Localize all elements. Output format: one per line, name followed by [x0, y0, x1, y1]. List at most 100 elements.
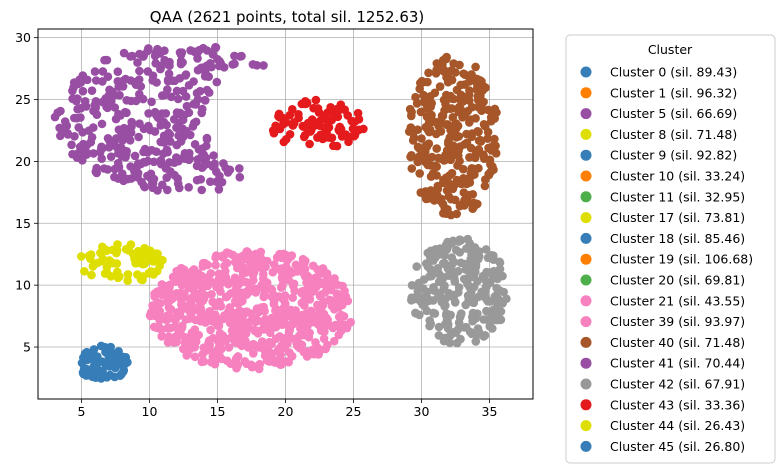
data-point: [153, 44, 162, 54]
data-point: [267, 292, 277, 302]
data-point: [155, 307, 165, 316]
data-point: [485, 278, 495, 288]
data-point: [151, 110, 161, 120]
data-point: [426, 172, 436, 181]
data-point: [289, 119, 299, 128]
x-tick-label: 15: [210, 404, 226, 419]
data-point: [242, 359, 251, 369]
data-point: [240, 322, 250, 331]
data-point: [431, 253, 440, 262]
data-point: [465, 77, 474, 86]
data-point: [199, 357, 209, 366]
data-point: [209, 151, 218, 160]
data-point: [97, 154, 106, 163]
data-point: [319, 319, 328, 328]
legend-label: Cluster 41 (sil. 70.44): [610, 356, 745, 371]
data-point: [162, 173, 171, 182]
data-point: [244, 278, 253, 288]
data-point: [110, 164, 120, 174]
data-point: [421, 187, 430, 196]
data-point: [186, 130, 195, 140]
data-point: [430, 309, 440, 318]
data-point: [116, 111, 125, 120]
data-point: [246, 255, 255, 264]
data-point: [489, 266, 499, 276]
data-point: [230, 59, 239, 69]
data-point: [498, 271, 507, 281]
legend-entries: Cluster 0 (sil. 89.43) Cluster 1 (sil. 96…: [580, 65, 753, 454]
data-point: [492, 108, 501, 117]
data-point: [119, 48, 129, 58]
data-point: [173, 94, 183, 104]
data-point: [248, 60, 258, 69]
data-point: [451, 68, 460, 77]
data-point: [460, 201, 469, 210]
data-point: [184, 183, 193, 192]
legend-marker: [580, 87, 592, 99]
data-point: [106, 152, 116, 161]
data-point: [259, 61, 268, 70]
data-point: [210, 162, 219, 171]
data-point: [267, 339, 277, 349]
legend-entry: Cluster 9 (sil. 92.82): [580, 148, 737, 163]
data-point: [196, 311, 206, 320]
data-point: [134, 75, 144, 84]
data-point: [300, 272, 310, 281]
data-point: [432, 162, 442, 171]
data-point: [297, 99, 307, 109]
legend-label: Cluster 19 (sil. 106.68): [610, 252, 753, 267]
data-point: [251, 317, 260, 327]
data-point: [445, 291, 454, 301]
data-point: [83, 148, 92, 158]
data-point: [97, 119, 107, 129]
data-point: [340, 296, 349, 306]
data-point: [454, 288, 463, 297]
data-point: [438, 111, 448, 121]
data-point: [197, 152, 206, 162]
data-point: [179, 293, 189, 302]
data-point: [459, 69, 468, 78]
data-point: [222, 292, 232, 301]
x-tick-label: 20: [278, 404, 294, 419]
data-point: [175, 48, 185, 57]
data-point: [314, 350, 323, 359]
data-point: [77, 252, 86, 261]
data-point: [72, 94, 82, 103]
data-point: [422, 259, 431, 268]
data-point: [333, 280, 342, 290]
data-point: [469, 272, 479, 281]
data-point: [294, 110, 303, 119]
data-point: [180, 110, 189, 120]
data-point: [348, 131, 358, 141]
data-point: [115, 371, 125, 381]
y-tick-label: 25: [15, 92, 31, 107]
data-point: [423, 112, 433, 122]
data-point: [135, 119, 144, 128]
data-point: [196, 175, 206, 184]
data-point: [131, 96, 141, 106]
data-point: [144, 109, 153, 118]
data-point: [442, 120, 451, 129]
data-point: [81, 354, 91, 363]
legend-label: Cluster 44 (sil. 26.43): [610, 418, 745, 433]
legend-entry: Cluster 17 (sil. 73.81): [580, 210, 745, 225]
data-point: [127, 51, 137, 61]
data-point: [290, 286, 299, 296]
data-point: [114, 174, 123, 183]
data-point: [164, 287, 174, 297]
data-point: [192, 161, 202, 171]
data-point: [432, 144, 442, 153]
data-point: [211, 253, 220, 262]
data-point: [461, 300, 471, 310]
data-point: [181, 70, 191, 79]
data-point: [126, 76, 135, 85]
data-point: [414, 278, 424, 288]
legend-entry: Cluster 41 (sil. 70.44): [580, 356, 745, 371]
data-point: [206, 177, 215, 186]
y-tick-label: 10: [15, 278, 31, 293]
data-point: [407, 293, 417, 303]
data-point: [495, 258, 505, 268]
data-point: [166, 323, 175, 333]
data-point: [90, 100, 100, 110]
data-point: [474, 136, 484, 145]
